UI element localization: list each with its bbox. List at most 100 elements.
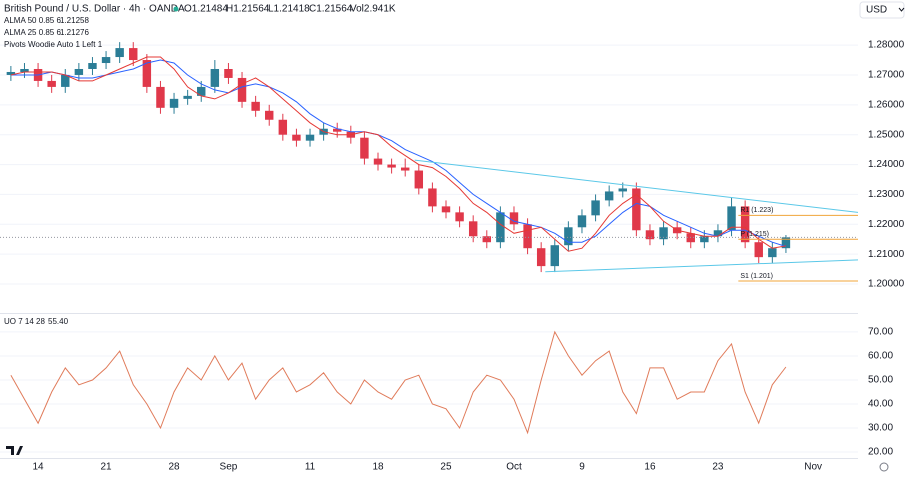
market-status-dot — [173, 6, 179, 12]
candle-body — [713, 230, 723, 237]
oscillator-legend: UO 7 14 28 — [4, 317, 45, 326]
oscillator-value: 55.40 — [48, 317, 69, 326]
candle-body — [6, 71, 16, 75]
settings-icon[interactable] — [879, 462, 889, 472]
indicator-line — [10, 59, 787, 247]
candle-body — [414, 170, 424, 189]
candle-body — [523, 224, 532, 249]
ohlc-volume: Vol2.941K — [350, 4, 396, 15]
candle-body — [305, 134, 315, 141]
candle-body — [183, 95, 192, 99]
candle-body — [20, 68, 29, 72]
ohlc-low: L1.21418 — [268, 4, 310, 15]
candle-body — [740, 206, 750, 243]
currency-label[interactable]: USD — [866, 5, 887, 16]
candle-body — [645, 230, 655, 240]
y-tick-label: 1.24000 — [868, 159, 905, 170]
candle-body — [61, 74, 70, 87]
candle-body — [496, 212, 505, 243]
candle-body — [156, 86, 165, 108]
x-tick-label: 28 — [168, 462, 180, 473]
y-tick-label: 60.00 — [868, 351, 893, 362]
candle-body — [387, 164, 396, 168]
y-tick-label: 40.00 — [868, 399, 893, 410]
y-tick-label: 20.00 — [868, 447, 893, 458]
x-tick-label: Nov — [804, 462, 822, 473]
candle-body — [455, 212, 464, 222]
y-tick-label: 30.00 — [868, 423, 893, 434]
y-tick-label: 1.25000 — [868, 129, 905, 140]
candle-body — [509, 212, 519, 225]
candle-body — [292, 134, 301, 141]
y-tick-label: 1.27000 — [868, 70, 905, 81]
y-tick-label: 70.00 — [868, 327, 893, 338]
x-tick-label: Oct — [506, 462, 522, 473]
candle-body — [278, 119, 288, 135]
candle-body — [373, 158, 383, 165]
pivot-label: R1 (1.223) — [740, 207, 773, 214]
candle-body — [577, 215, 587, 228]
candle-body — [482, 236, 492, 243]
candle-body — [659, 227, 668, 240]
candle-body — [47, 80, 56, 87]
candle-body — [101, 57, 111, 64]
indicator-legend: Pivots Woodie Auto 1 Left 1 — [4, 40, 103, 49]
indicator-line — [10, 56, 786, 252]
candle-body — [591, 200, 600, 216]
candle-body — [727, 206, 736, 231]
x-tick-label: 11 — [305, 462, 316, 473]
x-tick-label: 16 — [644, 462, 656, 473]
x-tick-label: Sep — [220, 462, 238, 473]
y-tick-label: 1.23000 — [868, 189, 905, 200]
pivot-label: P (1.215) — [740, 231, 769, 238]
candle-body — [115, 48, 124, 58]
candle-body — [604, 191, 614, 201]
indicator-value: 1.21258 — [60, 16, 89, 25]
trend-line — [545, 259, 863, 273]
dropdown-arrow[interactable] — [898, 7, 905, 12]
y-tick-label: 1.26000 — [868, 99, 905, 110]
candle-body — [400, 167, 410, 171]
candle-body — [618, 188, 627, 192]
candle-body — [224, 68, 233, 78]
candle-body — [360, 137, 369, 159]
y-tick-label: 1.22000 — [868, 219, 905, 230]
indicator-value: 1.21276 — [60, 28, 89, 37]
candle-body — [129, 48, 138, 61]
ohlc-open: O1.21484 — [184, 4, 228, 15]
indicator-legend: ALMA 25 0.85 6 — [4, 28, 61, 37]
trend-line — [414, 159, 863, 214]
symbol-title: British Pound / U.S. Dollar · 4h · OANDA — [4, 4, 185, 15]
plot-area: R1 (1.223) P (1.215) S1 (1.201) — [0, 42, 863, 453]
candle-body — [74, 68, 84, 75]
candle-body — [169, 98, 179, 108]
y-tick-label: 1.20000 — [868, 279, 905, 290]
logo — [6, 446, 23, 455]
candle-body — [700, 236, 709, 243]
candle-body — [265, 110, 274, 120]
indicator-legend: ALMA 50 0.85 6 — [4, 16, 61, 25]
pivot-label: S1 (1.201) — [740, 273, 773, 280]
candle-body — [197, 86, 206, 96]
candle-body — [536, 248, 546, 267]
candle-body — [550, 245, 559, 267]
candle-body — [88, 63, 97, 69]
currency-button[interactable] — [859, 1, 905, 19]
price-axis-area — [858, 0, 909, 478]
y-tick-label: 1.28000 — [868, 40, 905, 51]
candle-body — [210, 68, 220, 87]
x-tick-label: 21 — [100, 462, 112, 473]
candle-body — [237, 77, 247, 102]
x-tick-label: 18 — [372, 462, 384, 473]
ohlc-close: C1.21564 — [309, 4, 353, 15]
candle-body — [333, 128, 342, 132]
y-tick-label: 1.21000 — [868, 249, 905, 260]
x-tick-label: 25 — [440, 462, 452, 473]
candle-body — [564, 227, 573, 246]
candle-body — [142, 60, 152, 87]
ohlc-high: H1.21564 — [226, 4, 270, 15]
candle-body — [441, 206, 451, 213]
candle-body — [781, 237, 791, 249]
candle-body — [428, 188, 437, 207]
